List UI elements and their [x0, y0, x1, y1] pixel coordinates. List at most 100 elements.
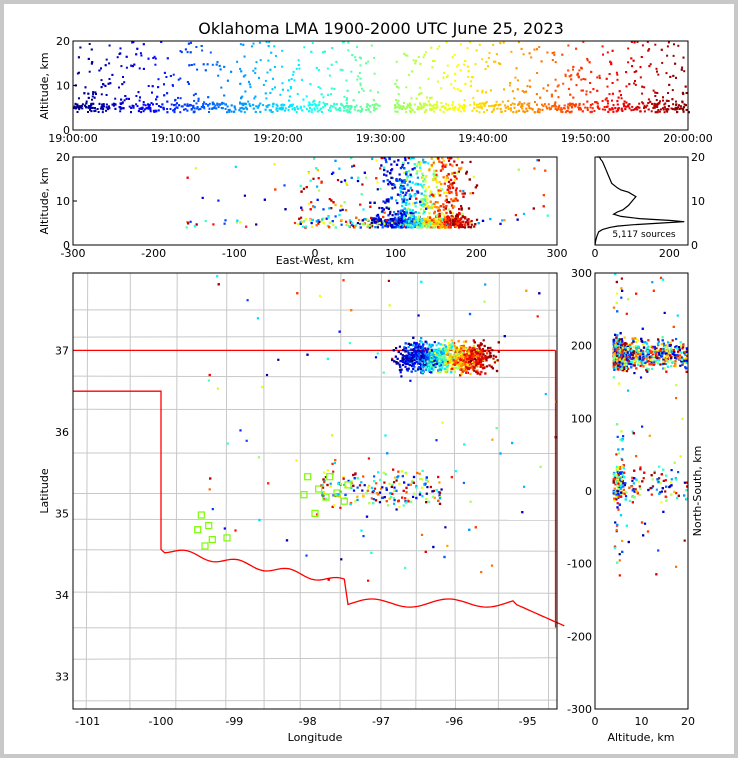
ew-altitude-point	[330, 207, 333, 210]
plan-view-point	[414, 369, 417, 372]
time-height-point	[318, 101, 321, 104]
ew-altitude-point	[376, 226, 379, 229]
time-height-point	[673, 108, 676, 111]
time-height-point	[162, 106, 165, 109]
time-height-point	[546, 51, 549, 54]
ew-altitude-point	[406, 176, 409, 179]
time-height-point	[143, 108, 146, 111]
time-height-point	[527, 104, 530, 107]
time-height-point	[403, 52, 406, 55]
ew-altitude-point	[185, 226, 188, 229]
ew-altitude-point	[401, 198, 404, 201]
time-height-point	[207, 96, 210, 99]
ew-altitude-point	[305, 186, 308, 189]
time-height-point	[432, 60, 435, 62]
ew-altitude-point	[422, 161, 425, 164]
ew-altitude-point	[407, 223, 410, 227]
time-height-point	[92, 102, 95, 105]
time-height-point	[287, 109, 290, 112]
time-height-point	[233, 106, 236, 109]
ew-altitude-point	[186, 221, 189, 224]
ew-altitude-point	[420, 176, 423, 179]
time-height-point	[370, 44, 373, 47]
ew-altitude-point	[374, 217, 377, 220]
time-height-point	[451, 104, 454, 107]
ew-altitude-point	[429, 200, 432, 203]
time-height-point	[493, 60, 496, 63]
time-height-point	[446, 108, 449, 111]
time-height-point	[142, 101, 145, 103]
time-height-point	[417, 106, 420, 109]
ew-altitude-point	[400, 166, 404, 169]
time-height-point	[682, 56, 685, 59]
ew-altitude-point	[467, 207, 471, 210]
plan-view-point	[450, 368, 453, 371]
time-height-point	[409, 106, 411, 109]
time-height-point	[217, 106, 220, 109]
time-height-point	[259, 110, 262, 113]
time-height-point	[177, 78, 180, 81]
ew-altitude-point	[451, 223, 455, 226]
time-height-point	[157, 109, 160, 112]
plan-view-point	[208, 488, 211, 491]
plan-view-point	[420, 357, 423, 360]
plan-view-point	[468, 346, 471, 349]
time-height-point	[563, 104, 566, 107]
plan-view-point	[398, 505, 401, 509]
time-height-point	[447, 104, 450, 107]
ew-altitude-point	[359, 203, 362, 206]
ew-altitude-point	[436, 157, 439, 160]
ew-altitude-point	[408, 220, 411, 223]
ew-altitude-point	[384, 201, 387, 204]
time-height-point	[570, 103, 572, 106]
time-height-point	[570, 78, 573, 81]
time-height-point	[395, 60, 398, 63]
time-height-point	[470, 76, 473, 78]
plan-view-point	[462, 481, 465, 484]
ew-altitude-point	[381, 207, 384, 210]
time-height-point	[322, 51, 325, 54]
time-height-point	[536, 103, 538, 106]
time-height-point	[369, 111, 372, 114]
time-height-point	[296, 105, 299, 108]
time-height-point	[174, 98, 177, 101]
plan-view-point	[401, 363, 405, 367]
time-height-point	[109, 82, 112, 85]
ew-altitude-point	[293, 221, 297, 225]
time-height-point	[257, 104, 260, 107]
time-height-point	[215, 63, 218, 66]
time-height-point	[558, 104, 561, 107]
ew-altitude-point	[401, 164, 404, 167]
ew-altitude-point	[447, 173, 450, 176]
time-height-point	[202, 63, 205, 66]
ew-altitude-point	[440, 161, 443, 164]
ew-altitude-point	[400, 215, 404, 219]
ew-altitude-point	[366, 225, 369, 229]
time-height-point	[538, 111, 541, 114]
time-height-point	[630, 109, 633, 112]
time-height-point	[397, 99, 400, 102]
plan-view-point	[482, 339, 485, 342]
ew-altitude-point	[397, 222, 400, 225]
ew-altitude-point	[445, 174, 449, 177]
ew-altitude-point	[339, 209, 342, 212]
ew-altitude-point	[318, 189, 321, 192]
plan-view-point	[277, 358, 280, 361]
ew-altitude-point	[350, 223, 353, 227]
time-height-point	[137, 91, 140, 94]
ew-altitude-point	[415, 201, 418, 204]
ew-altitude-point	[399, 209, 402, 213]
ew-y-tick-label: 0	[63, 239, 70, 252]
time-height-point	[89, 108, 91, 111]
plan-view-point	[464, 359, 467, 362]
time-height-point	[75, 106, 78, 109]
time-height-point	[660, 48, 663, 51]
time-height-point	[271, 88, 274, 91]
ew-altitude-point	[403, 187, 406, 190]
ew-altitude-point	[434, 226, 437, 229]
time-height-point	[671, 89, 674, 92]
ew-altitude-point	[431, 203, 434, 206]
plan-view-point	[417, 361, 420, 364]
time-height-point	[590, 70, 593, 73]
